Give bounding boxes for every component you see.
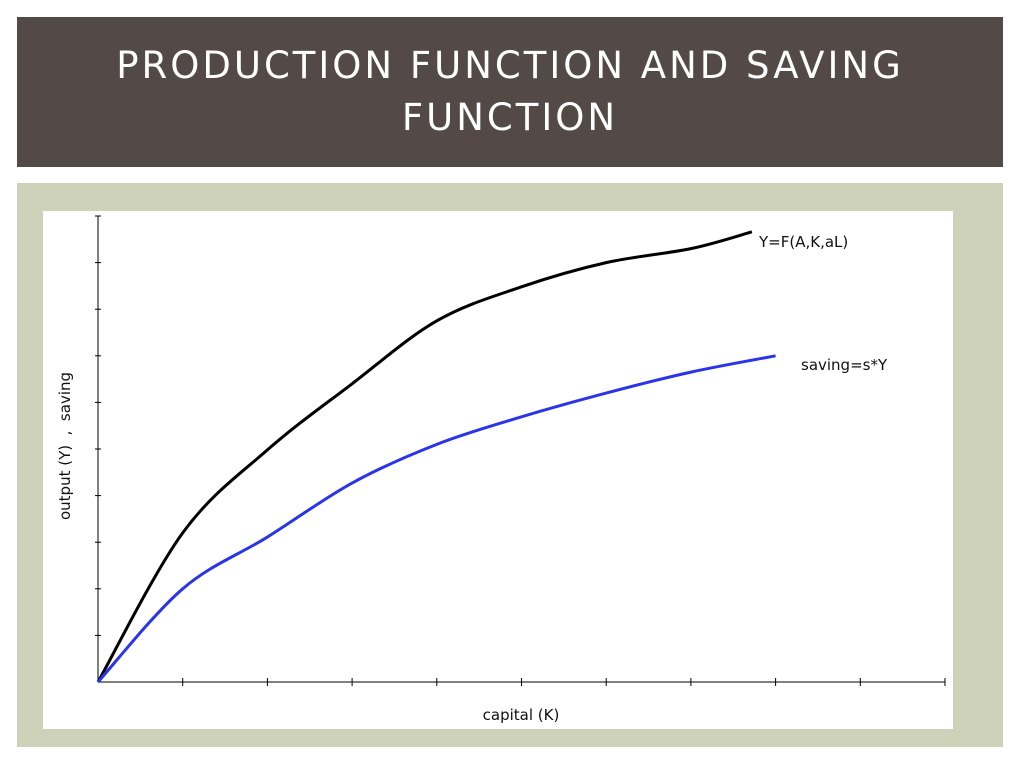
output-line (96, 230, 753, 683)
slide-title: PRODUCTION FUNCTION AND SAVING FUNCTION (116, 44, 904, 139)
series-label-output: Y=F(A,K,aL) (758, 233, 848, 251)
chart-area: Y=F(A,K,aL) saving=s*Y capital (K) outpu… (43, 211, 953, 729)
slide-header: PRODUCTION FUNCTION AND SAVING FUNCTION (17, 17, 1003, 167)
y-axis-label: output (Y) , saving (56, 372, 74, 520)
series-label-saving: saving=s*Y (801, 356, 888, 374)
axes (95, 215, 946, 686)
x-axis-label: capital (K) (483, 706, 560, 724)
saving-line (96, 354, 776, 684)
chart: Y=F(A,K,aL) saving=s*Y capital (K) outpu… (56, 215, 946, 724)
series-lines (96, 230, 776, 684)
